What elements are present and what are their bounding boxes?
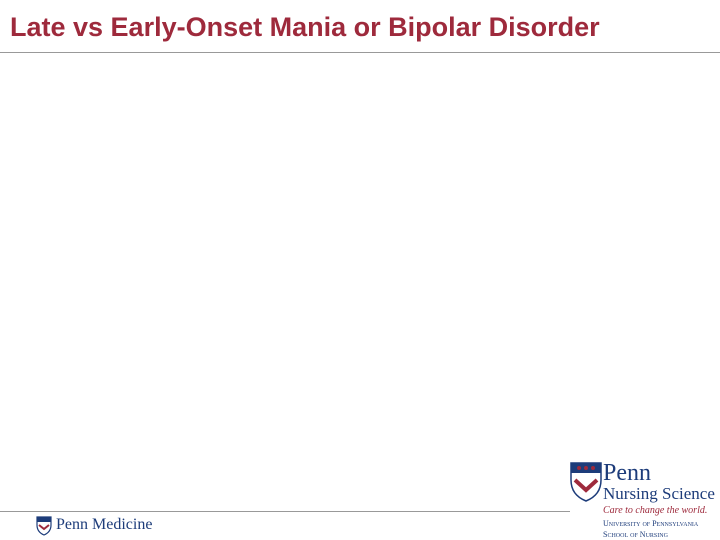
penn-medicine-logo: Penn Medicine [56, 516, 153, 533]
school-name: School of Nursing [603, 530, 668, 539]
penn-medicine-shield [36, 516, 52, 536]
penn-name: Penn [603, 460, 651, 486]
slide-title: Late vs Early-Onset Mania or Bipolar Dis… [10, 12, 600, 42]
title-rule [0, 52, 720, 53]
tagline: Care to change the world. [603, 505, 708, 516]
university-name: University of Pennsylvania [603, 519, 699, 528]
footer-rule [0, 511, 570, 512]
penn-shield [570, 462, 602, 502]
nursing-science: Nursing Science [603, 484, 715, 503]
